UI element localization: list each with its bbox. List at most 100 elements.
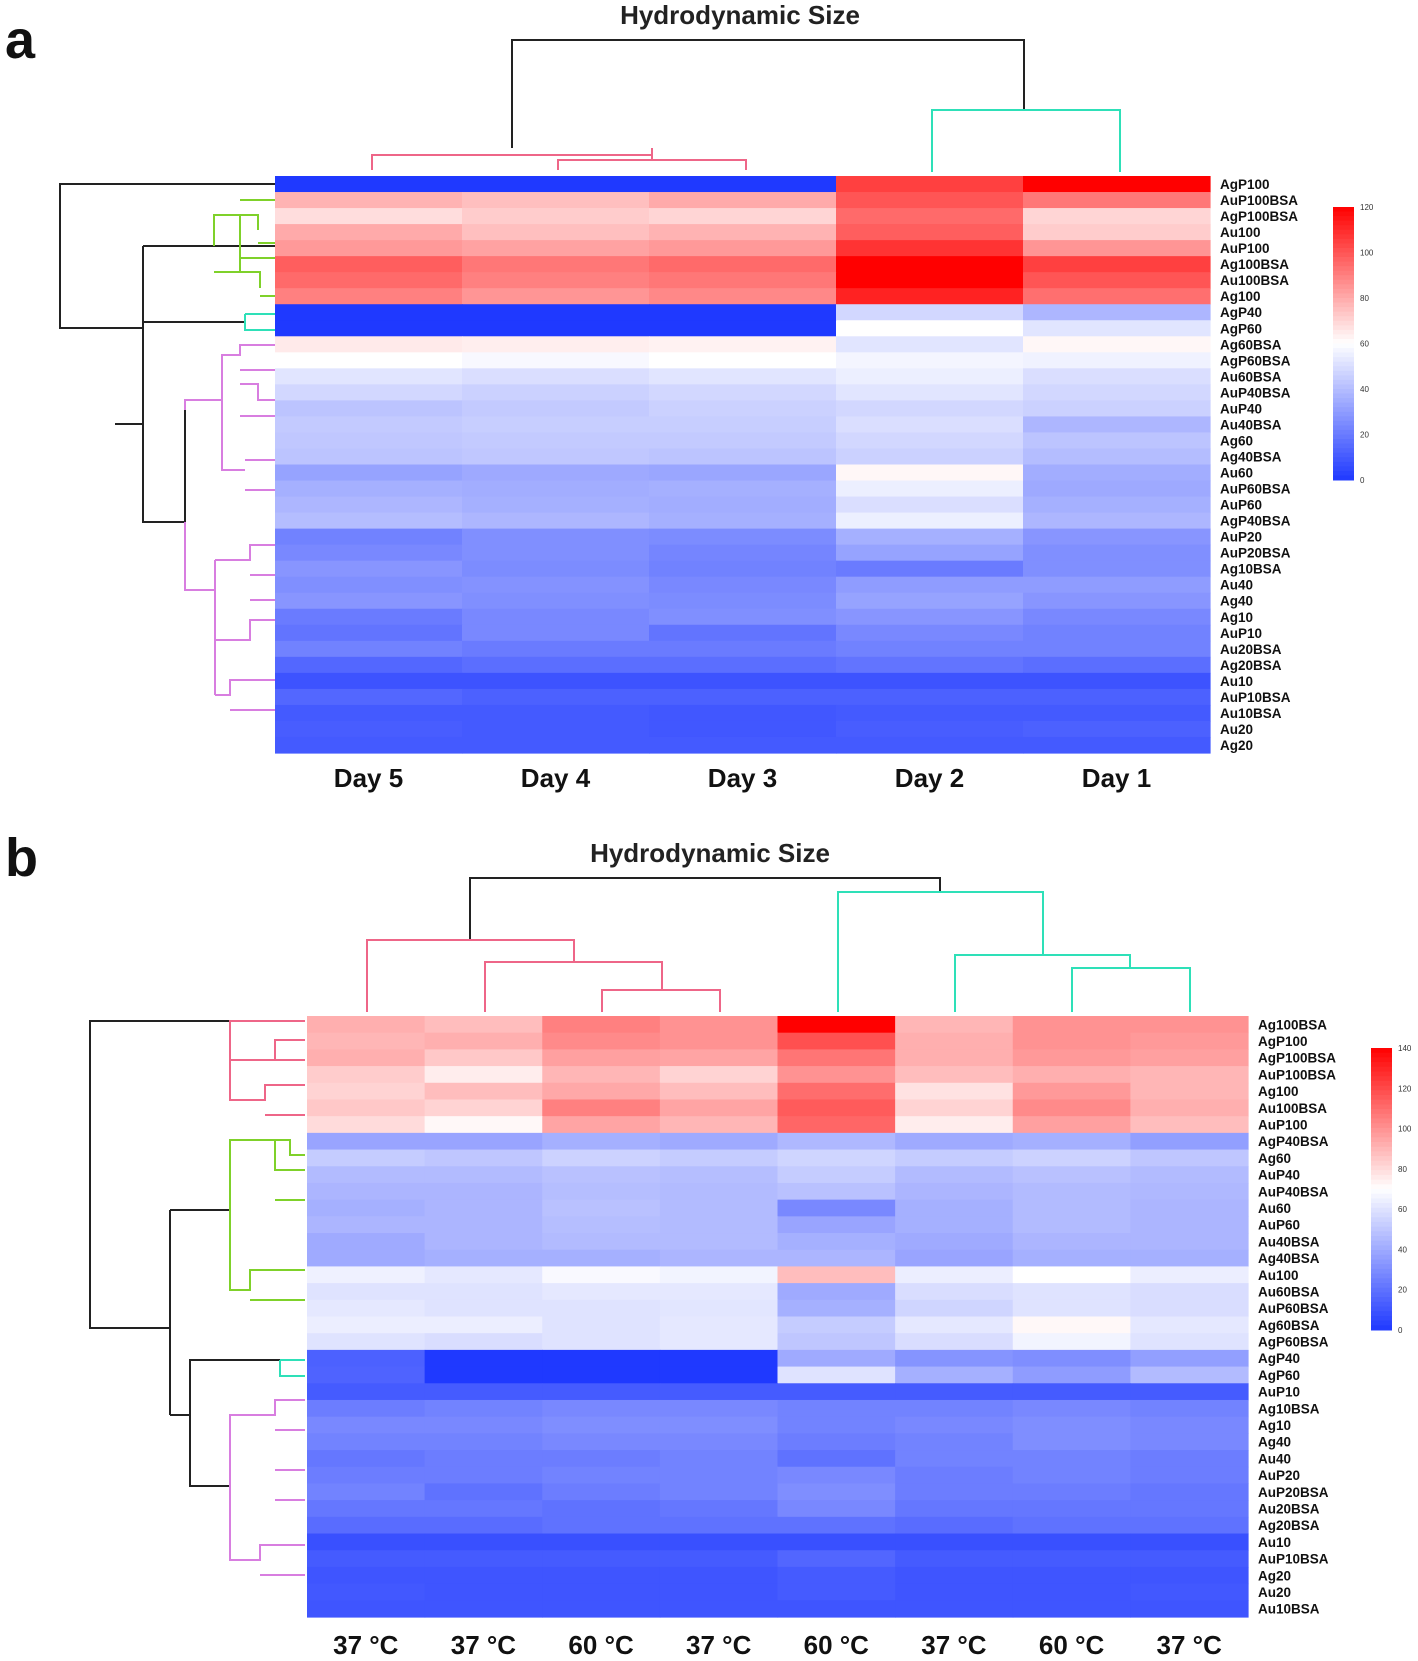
heatmap-cell [275, 464, 463, 482]
row-label: AgP100BSA [1258, 1051, 1336, 1066]
heatmap-cell [836, 576, 1024, 594]
color-scale-segment [1371, 1203, 1392, 1209]
heatmap-cell [424, 1550, 543, 1568]
heatmap-cell [424, 1366, 543, 1384]
row-label: Au100 [1258, 1268, 1299, 1283]
heatmap-cell [777, 1082, 896, 1101]
heatmap-cell [462, 384, 650, 401]
heatmap-cell [777, 1583, 896, 1601]
heatmap-cell [1130, 1149, 1249, 1167]
color-scale-segment [1371, 1123, 1392, 1129]
heatmap-cell [895, 1533, 1014, 1551]
color-scale-segment [1333, 302, 1354, 308]
color-scale-segment [1371, 1071, 1392, 1077]
heatmap-cell [1012, 1516, 1131, 1535]
heatmap-cell [1130, 1583, 1249, 1601]
heatmap-cell [275, 608, 463, 626]
color-scale-segment [1371, 1217, 1392, 1223]
heatmap-cell [1130, 1466, 1249, 1485]
heatmap-cell [424, 1600, 543, 1618]
color-scale-tick: 60 [1360, 340, 1369, 349]
heatmap-cell [836, 288, 1024, 305]
row-label: AuP20 [1220, 530, 1262, 545]
heatmap-cell [462, 528, 650, 546]
heatmap-cell [1012, 1299, 1131, 1318]
color-scale-segment [1333, 384, 1354, 390]
heatmap-cell [275, 432, 463, 450]
row-label: Ag20 [1220, 738, 1253, 753]
heatmap-cell [836, 416, 1024, 434]
column-label: Day 4 [521, 763, 591, 793]
color-scale-segment [1333, 420, 1354, 426]
heatmap-cell [307, 1600, 426, 1618]
heatmap-cell [1130, 1049, 1249, 1067]
heatmap-cell [777, 1550, 896, 1568]
heatmap-cell [1012, 1466, 1131, 1485]
panel-a-title: Hydrodynamic Size [620, 0, 860, 30]
color-scale-segment [1333, 234, 1354, 240]
color-scale-segment [1371, 1278, 1392, 1284]
heatmap-cell [424, 1383, 543, 1401]
heatmap-cell [462, 448, 650, 466]
heatmap-cell [1023, 432, 1211, 450]
color-scale-segment [1371, 1090, 1392, 1096]
heatmap-cell [895, 1316, 1014, 1334]
color-scale-segment [1371, 1109, 1392, 1115]
heatmap-cell [462, 176, 650, 193]
heatmap-cell [1012, 1316, 1131, 1334]
heatmap-cell [424, 1182, 543, 1201]
heatmap-cell [649, 352, 837, 369]
heatmap-cell [1130, 1032, 1249, 1050]
heatmap-cell [659, 1366, 779, 1384]
row-label: Au20BSA [1258, 1502, 1320, 1517]
heatmap-cell [542, 1383, 661, 1401]
heatmap-cell [659, 1049, 779, 1067]
heatmap-cell [542, 1032, 661, 1050]
color-scale-segment [1371, 1104, 1392, 1110]
heatmap-cell [542, 1566, 661, 1585]
heatmap-cell [895, 1199, 1014, 1217]
heatmap-cell [836, 704, 1024, 722]
heatmap-cell [462, 704, 650, 722]
heatmap-cell [275, 528, 463, 546]
row-dendro-b-teal [279, 1359, 305, 1377]
heatmap-cell [836, 368, 1024, 385]
heatmap-cell [777, 1466, 896, 1485]
color-scale-segment [1371, 1113, 1392, 1119]
heatmap-cell [1023, 336, 1211, 353]
heatmap-cell [895, 1249, 1014, 1268]
heatmap-cell [307, 1082, 426, 1101]
heatmap-cell [659, 1283, 779, 1301]
heatmap-cell [777, 1416, 896, 1434]
color-scale-segment [1333, 361, 1354, 367]
heatmap-cell [462, 608, 650, 626]
heatmap-cell [836, 240, 1024, 257]
color-scale-segment [1371, 1212, 1392, 1218]
heatmap-cell [649, 336, 837, 353]
heatmap-cell [649, 432, 837, 450]
heatmap-cell [1012, 1533, 1131, 1551]
heatmap-cell [1023, 176, 1211, 193]
color-scale-segment [1333, 311, 1354, 317]
heatmap-cell [275, 224, 463, 241]
row-label: Ag20 [1258, 1568, 1291, 1583]
heatmap-cell [659, 1516, 779, 1535]
heatmap-cell [659, 1016, 779, 1034]
heatmap-cell [542, 1500, 661, 1518]
color-scale-segment [1333, 316, 1354, 322]
heatmap-cell [542, 1550, 661, 1568]
color-scale-segment [1333, 411, 1354, 417]
heatmap-cell [659, 1299, 779, 1318]
row-label: Au40BSA [1258, 1234, 1320, 1249]
heatmap-cell [1023, 704, 1211, 722]
panel-b-heatmap [307, 1016, 1249, 1618]
heatmap-cell [1130, 1066, 1249, 1084]
heatmap-cell [836, 320, 1024, 337]
heatmap-cell [1130, 1516, 1249, 1535]
row-label: Au100BSA [1258, 1101, 1327, 1116]
heatmap-cell [1012, 1349, 1131, 1368]
heatmap-cell [307, 1383, 426, 1401]
heatmap-cell [895, 1483, 1014, 1501]
color-scale-segment [1371, 1156, 1392, 1162]
heatmap-cell [836, 224, 1024, 241]
